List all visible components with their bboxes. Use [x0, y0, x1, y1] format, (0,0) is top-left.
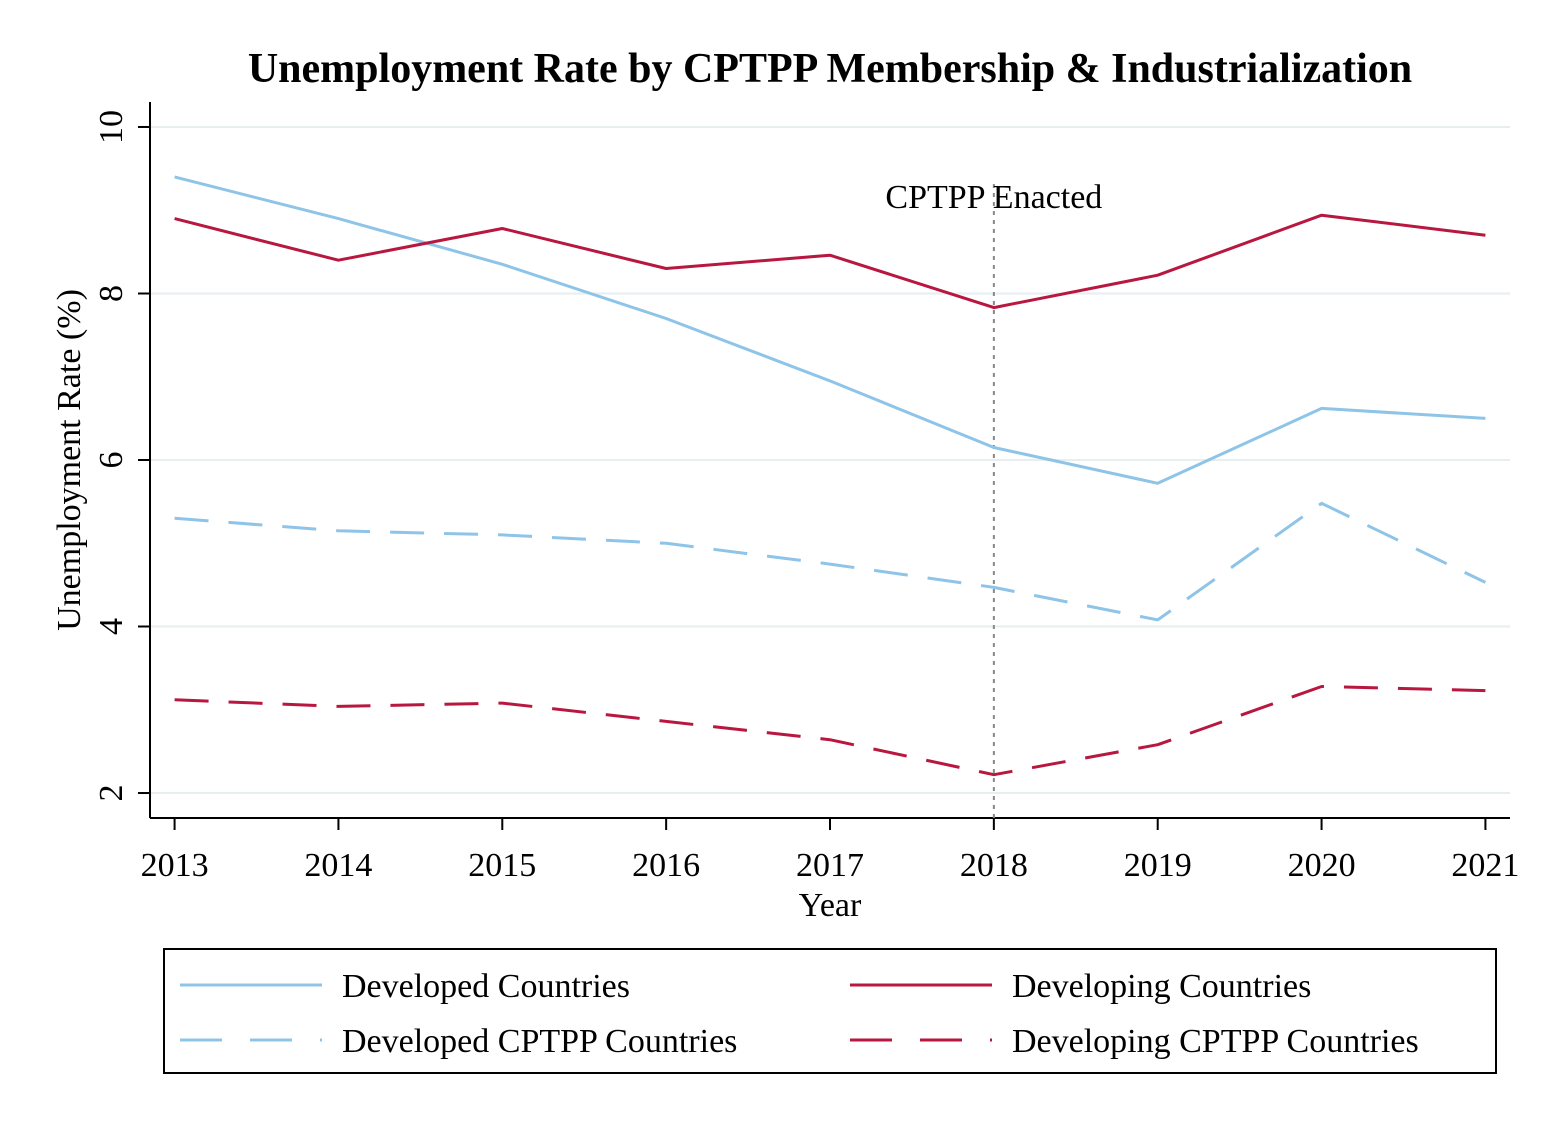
x-tick-label: 2013 — [141, 847, 209, 884]
x-tick-label: 2018 — [960, 847, 1028, 884]
series-lines — [174, 175, 1487, 777]
x-tick-label: 2017 — [796, 847, 864, 884]
chart-title: Unemployment Rate by CPTPP Membership & … — [248, 46, 1412, 92]
series-line-2 — [174, 213, 1486, 310]
cptpp-enacted-annotation: CPTPP Enacted — [885, 179, 1102, 818]
series-line-1 — [174, 175, 1486, 485]
x-tick-label: 2014 — [304, 847, 372, 884]
grid-lines — [150, 125, 1510, 795]
x-tick-label: 2019 — [1124, 847, 1192, 884]
cptpp-enacted-label: CPTPP Enacted — [885, 179, 1102, 216]
series-line-4 — [174, 685, 1486, 777]
x-tick-label: 2016 — [632, 847, 700, 884]
y-tick-label: 8 — [93, 285, 130, 302]
series-line-3 — [174, 501, 1487, 622]
y-tick-label: 4 — [93, 618, 130, 635]
legend: Developed Countries Developing Countries D… — [180, 968, 1419, 1060]
legend-box — [163, 948, 1497, 1074]
y-tick-label: 6 — [93, 452, 130, 469]
y-axis-title: Unemployment Rate (%) — [51, 289, 88, 631]
legend-label-4: Developing CPTPP Countries — [1012, 1023, 1419, 1060]
legend-label-2: Developing Countries — [1012, 968, 1311, 1005]
y-tick-label: 2 — [93, 785, 130, 802]
x-ticks: 2013 2014 2015 2016 2017 2018 2019 2020 2021 — [141, 818, 1519, 884]
legend-label-3: Developed CPTPP Countries — [342, 1023, 737, 1060]
x-axis-title: Year — [799, 887, 862, 924]
y-tick-label: 10 — [93, 110, 130, 144]
x-tick-label: 2015 — [468, 847, 536, 884]
x-tick-label: 2020 — [1288, 847, 1356, 884]
legend-label-1: Developed Countries — [342, 968, 630, 1005]
y-ticks: 2 4 6 8 10 — [93, 110, 150, 802]
x-tick-label: 2021 — [1451, 847, 1519, 884]
